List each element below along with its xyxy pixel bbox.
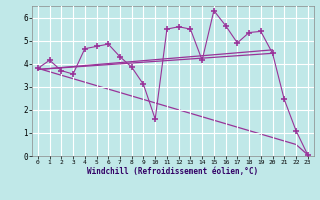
X-axis label: Windchill (Refroidissement éolien,°C): Windchill (Refroidissement éolien,°C) bbox=[87, 167, 258, 176]
